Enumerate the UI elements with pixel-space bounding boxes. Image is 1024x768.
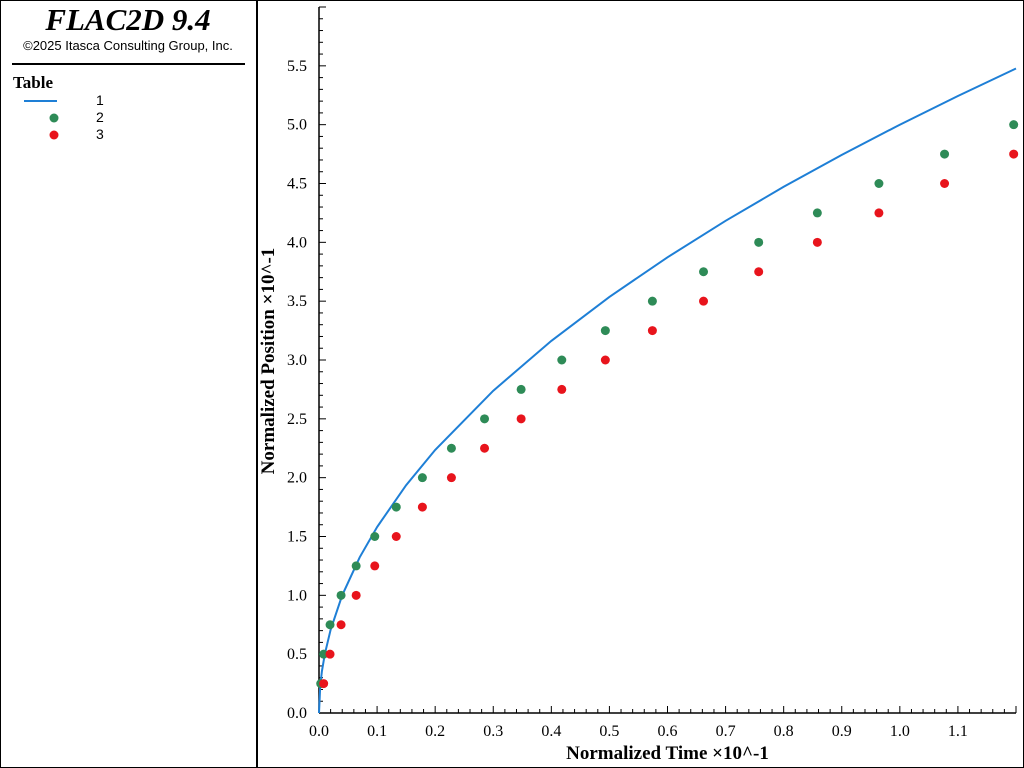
series-3-point: [754, 267, 764, 277]
legend-item-label: 2: [96, 109, 104, 125]
series-2-point: [1009, 120, 1019, 130]
series-3-point: [325, 649, 335, 659]
series-3-point: [336, 620, 346, 630]
series-2-point: [325, 620, 335, 630]
y-axis-title: Normalized Position ×10^-1: [258, 248, 279, 475]
x-tick-label: 0.2: [425, 723, 445, 740]
series-3-point: [940, 179, 950, 188]
series-3-point: [699, 296, 709, 306]
y-tick-label: 5.0: [287, 117, 307, 134]
x-tick-label: 0.5: [599, 723, 619, 740]
series-3-point: [480, 443, 490, 453]
series-3-point: [557, 384, 567, 394]
legend-item-2: 2: [20, 109, 220, 126]
series-2-point: [370, 532, 380, 541]
series-3-point: [319, 679, 329, 689]
series-3-point: [446, 473, 456, 483]
y-tick-label: 0.5: [287, 646, 307, 663]
y-tick-label: 1.0: [287, 587, 307, 604]
legend-line-swatch: [24, 100, 57, 102]
series-3-point: [516, 414, 526, 424]
legend-item-label: 3: [96, 126, 104, 142]
y-tick-label: 3.0: [287, 352, 307, 369]
y-tick-label: 2.0: [287, 470, 307, 487]
legend-item-label: 1: [96, 92, 104, 108]
series-3-point: [351, 590, 361, 600]
series-3-point: [874, 208, 884, 218]
x-tick-label: 0.6: [658, 723, 678, 740]
series-2-point: [446, 443, 456, 453]
series-1-line: [318, 67, 1017, 714]
y-tick-label: 4.5: [287, 176, 307, 193]
series-2-point: [516, 384, 526, 394]
app-title: FLAC2D 9.4: [45, 2, 211, 37]
legend-item-1: 1: [20, 92, 220, 109]
series-3-point: [391, 532, 401, 541]
series-2-point: [812, 208, 822, 218]
series-2-point: [647, 296, 657, 306]
y-tick-label: 5.5: [287, 58, 307, 75]
series-2-point: [319, 649, 329, 659]
series-2-point: [480, 414, 490, 424]
x-tick-label: 0.7: [716, 723, 736, 740]
legend-marker-swatch: [49, 113, 59, 123]
series-2-point: [391, 502, 401, 512]
x-tick-label: 0.1: [367, 723, 387, 740]
y-tick-label: 2.5: [287, 411, 307, 428]
y-tick-label: 0.0: [287, 705, 307, 722]
legend-title: Table: [13, 73, 54, 92]
y-tick-label: 1.5: [287, 529, 307, 546]
series-3-point: [417, 502, 427, 512]
legend-marker-swatch: [49, 130, 59, 140]
series-2-point: [874, 179, 884, 188]
x-tick-label: 1.1: [948, 723, 968, 740]
x-tick-label: 1.0: [890, 723, 910, 740]
series-2-point: [417, 473, 427, 483]
series-3-point: [1009, 149, 1019, 159]
series-2-point: [336, 590, 346, 600]
series-2-point: [600, 326, 610, 336]
series-2-point: [557, 355, 567, 365]
x-tick-label: 0.4: [541, 723, 561, 740]
series-2-point: [754, 237, 764, 247]
chart-plot: 0.0 0.5 1.0 1.5 2.0 2.5 3.0 3.5 4.0 4.5 5.0 5.5 0.0 0…: [258, 6, 1019, 764]
series-2-point: [699, 267, 709, 277]
y-tick-label: 3.5: [287, 293, 307, 310]
series-3-point: [647, 326, 657, 336]
series-3-point: [812, 237, 822, 247]
series-3-point: [370, 561, 380, 571]
title-divider: [12, 63, 245, 65]
x-tick-label: 0.9: [832, 723, 852, 740]
series-2-point: [940, 149, 950, 159]
x-tick-label: 0.8: [774, 723, 794, 740]
copyright-text: ©2025 Itasca Consulting Group, Inc.: [23, 38, 233, 53]
series-3-point: [600, 355, 610, 365]
x-axis-title: Normalized Time ×10^-1: [566, 743, 769, 764]
x-tick-label: 0.0: [309, 723, 329, 740]
series-2-point: [351, 561, 361, 571]
x-tick-label: 0.3: [483, 723, 503, 740]
legend-item-3: 3: [20, 126, 220, 143]
panel-divider: [256, 0, 258, 768]
y-tick-label: 4.0: [287, 234, 307, 251]
